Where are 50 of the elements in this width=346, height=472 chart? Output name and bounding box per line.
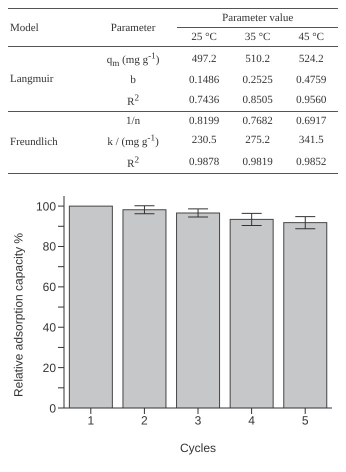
- x-tick-label: 5: [302, 413, 309, 428]
- text: 0.1486: [189, 74, 220, 86]
- text: Freundlich: [10, 136, 58, 148]
- y-tick-label: 40: [42, 320, 56, 334]
- text: Model: [10, 22, 39, 34]
- text: 0.7436: [189, 94, 220, 106]
- text: Parameter: [110, 22, 156, 34]
- x-tick-label: 1: [87, 413, 94, 428]
- text: R$^{2}$: [127, 154, 140, 170]
- text: 341.5: [298, 134, 324, 146]
- y-tick-label: 80: [42, 240, 56, 254]
- y-tick-label: 20: [42, 360, 56, 375]
- y-tick-label: 60: [42, 280, 56, 294]
- text: 0.9819: [242, 156, 273, 168]
- bar: [122, 209, 166, 408]
- bar: [68, 205, 113, 408]
- text: Parameter value: [222, 12, 294, 24]
- text: q$_{m}$ (mg g$^{-1}$): [106, 50, 160, 68]
- x-tick-label: 2: [141, 413, 148, 428]
- text: 0.9878: [189, 156, 220, 168]
- text: Langmuir: [10, 72, 54, 85]
- text: k / (mg g$^{-1}$): [107, 132, 159, 148]
- x-tick-label: 3: [194, 413, 202, 428]
- text: 0.8505: [242, 94, 273, 106]
- text: 0.2525: [242, 74, 273, 86]
- text: 0.9852: [296, 156, 326, 168]
- text: 497.2: [192, 52, 216, 65]
- text: 524.2: [298, 52, 324, 65]
- x-axis-title: Cycles: [180, 440, 216, 455]
- text: 0.6917: [296, 114, 326, 126]
- x-tick-label: 4: [248, 413, 256, 428]
- text: 1/n: [126, 114, 140, 126]
- bar: [176, 212, 220, 408]
- y-axis-title: Relative adsorption capacity %: [11, 232, 26, 397]
- y-tick-label: 0: [49, 401, 56, 416]
- text: 0.8199: [189, 114, 220, 126]
- text: 0.9560: [296, 94, 326, 106]
- text: 35 °C: [244, 31, 270, 43]
- bar: [230, 218, 274, 408]
- text: 25 °C: [191, 31, 217, 43]
- bar: [283, 222, 328, 408]
- text: 0.7682: [242, 114, 273, 126]
- text: 0.4759: [296, 74, 326, 86]
- text: 510.2: [245, 52, 270, 65]
- text: R$^{2}$: [127, 92, 140, 108]
- text: 230.5: [192, 134, 216, 146]
- text: 45 °C: [298, 31, 324, 43]
- text: b: [130, 74, 136, 86]
- text: 275.2: [245, 134, 270, 146]
- y-tick-label: 100: [36, 199, 56, 214]
